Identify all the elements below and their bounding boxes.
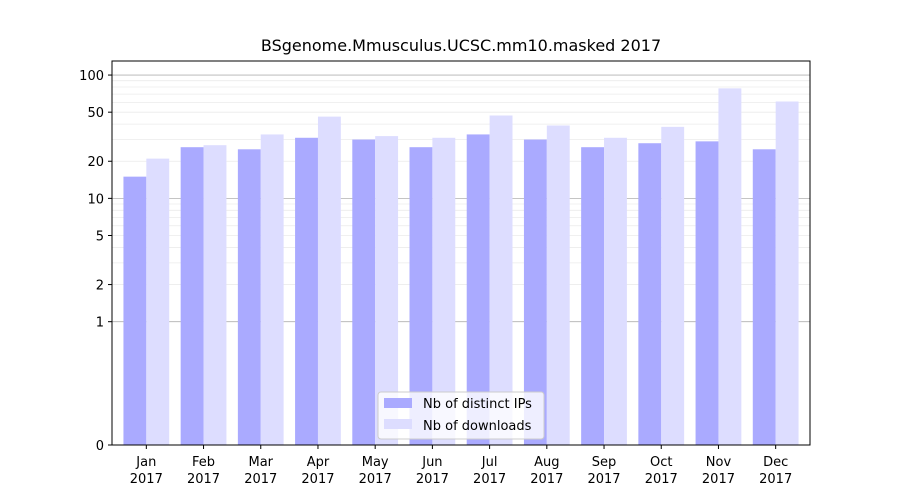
bar (661, 126, 685, 446)
legend: Nb of distinct IPs Nb of downloads (377, 391, 545, 440)
y-tick-label: 100 (79, 69, 104, 84)
x-tick-label-month: Sep (592, 455, 617, 470)
x-tick-label-month: Jan (135, 455, 156, 470)
x-tick-label-year: 2017 (473, 472, 506, 487)
x-tick-label-year: 2017 (702, 472, 735, 487)
x-tick-label-month: Jun (421, 455, 442, 470)
bar (489, 115, 513, 445)
legend-label-distinct-ips: Nb of distinct IPs (423, 397, 532, 412)
x-tick-label-year: 2017 (587, 472, 620, 487)
x-tick-label-year: 2017 (301, 472, 334, 487)
y-tick-label: 2 (96, 279, 104, 294)
x-tick-label-month: Apr (307, 455, 330, 470)
x-axis: Jan 2017 Feb 2017 Mar 2017 Apr 2017 May 2017 Jun 20… (130, 445, 792, 487)
x-tick-label-year: 2017 (187, 472, 220, 487)
x-tick-label-month: Oct (650, 455, 672, 470)
grid (112, 74, 810, 323)
y-axis: 0 1 2 5 10 20 50 100 (79, 69, 112, 454)
x-tick-label-month: Feb (192, 455, 215, 470)
bar (146, 158, 170, 445)
chart-title: BSgenome.Mmusculus.UCSC.mm10.masked 2017 (261, 36, 661, 55)
x-tick-label-year: 2017 (759, 472, 792, 487)
legend-swatch-downloads (384, 419, 412, 429)
x-tick-label-month: Nov (706, 455, 732, 470)
bar (718, 88, 742, 445)
y-tick-label: 50 (87, 106, 104, 121)
x-tick-label-year: 2017 (359, 472, 392, 487)
bar (695, 141, 719, 445)
x-tick-label-year: 2017 (416, 472, 449, 487)
y-tick-label: 10 (87, 192, 104, 207)
y-tick-label: 1 (96, 316, 104, 331)
x-tick-label-month: Mar (248, 455, 273, 470)
bar (581, 147, 605, 445)
x-tick-label-year: 2017 (530, 472, 563, 487)
bar (317, 116, 341, 445)
y-tick-label: 0 (96, 439, 104, 454)
bar (260, 134, 284, 446)
bar (752, 149, 776, 445)
bar (546, 125, 570, 445)
bar (375, 136, 399, 445)
legend-swatch-distinct-ips (384, 398, 412, 408)
bar (295, 137, 318, 445)
x-tick-label-year: 2017 (244, 472, 277, 487)
bar (352, 139, 376, 445)
x-tick-label-month: Dec (763, 455, 788, 470)
bar (123, 176, 147, 445)
bars (123, 88, 799, 446)
bar (180, 147, 204, 445)
x-tick-label-year: 2017 (130, 472, 163, 487)
bar (638, 143, 662, 445)
x-tick-label-month: Jul (481, 455, 498, 470)
bar (432, 137, 456, 445)
x-tick-label-month: May (362, 455, 389, 470)
bar (466, 134, 490, 446)
bar (775, 101, 799, 445)
bar (523, 139, 547, 445)
bar (604, 137, 627, 445)
legend-box (377, 391, 545, 440)
y-tick-label: 5 (96, 229, 104, 244)
x-tick-label-year: 2017 (645, 472, 678, 487)
bar (203, 145, 227, 445)
bar (237, 149, 261, 445)
legend-label-downloads: Nb of downloads (423, 419, 532, 434)
plot-frame (111, 60, 811, 446)
bar (409, 147, 433, 445)
x-tick-label-month: Aug (534, 455, 559, 470)
y-tick-label: 20 (87, 155, 104, 170)
